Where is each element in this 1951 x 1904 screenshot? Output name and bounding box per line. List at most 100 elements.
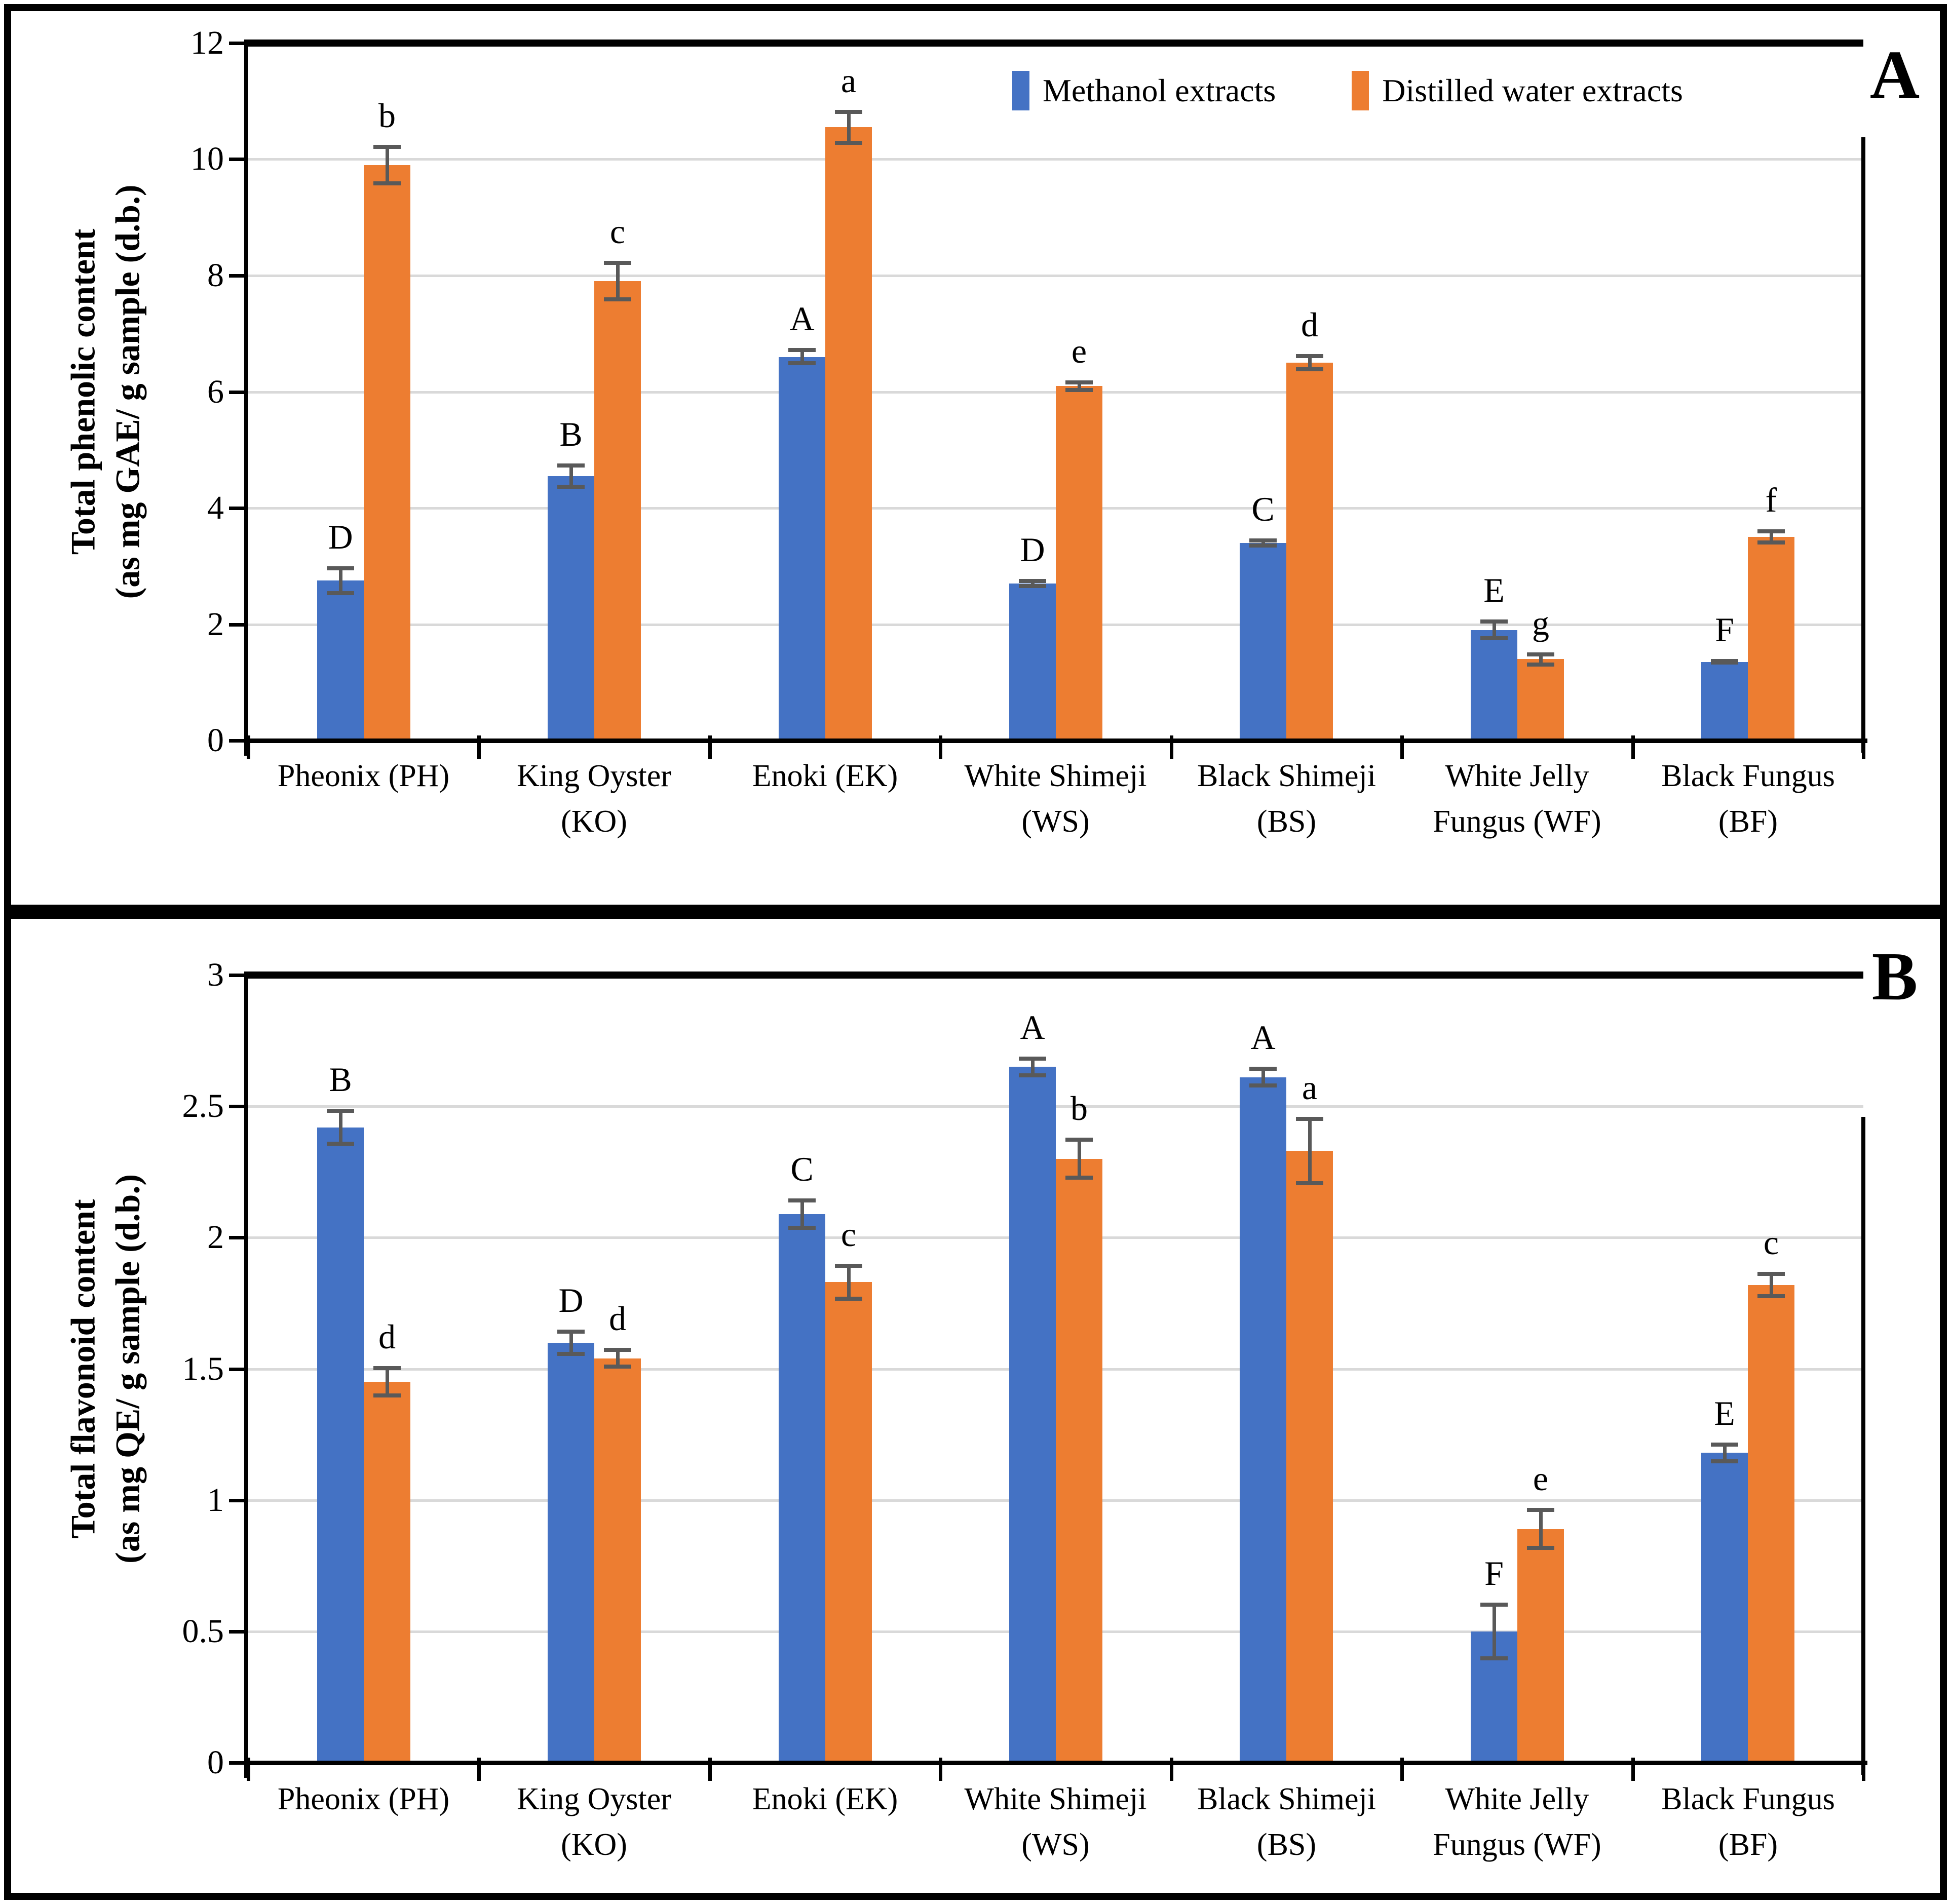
- error-whisker: [386, 1366, 389, 1397]
- legend: Methanol extracts Distilled water extrac…: [1012, 71, 1683, 110]
- error-bar-water-KO: [604, 1348, 631, 1369]
- bar-methanol-PH: [317, 1128, 364, 1763]
- significance-letter-water-WS: e: [1071, 332, 1087, 370]
- x-tick-b-4: [1170, 1758, 1173, 1781]
- error-whisker: [339, 566, 342, 595]
- panel-b-letter: B: [1871, 939, 1918, 1015]
- error-bar-methanol-EK: [788, 1198, 816, 1230]
- category-label-KO: King Oyster (KO): [469, 1777, 719, 1868]
- category-label-BS-line1: Black Shimeji: [1197, 1782, 1376, 1816]
- x-tick-b-0: [247, 1758, 250, 1781]
- y-tick-label-a-10: 10: [190, 140, 224, 177]
- bar-methanol-KO: [548, 1343, 594, 1763]
- bar-water-PH: [364, 1382, 410, 1763]
- error-bar-water-WS: [1065, 380, 1093, 392]
- gridline-a-8: [248, 275, 1863, 277]
- category-label-BS-line2: (BS): [1256, 1827, 1317, 1862]
- panel-b: Total flavonoid content (as mg QE/ g sam…: [0, 919, 1951, 1893]
- y-tick-a-0: [229, 739, 244, 743]
- y-tick-label-b-1: 1: [207, 1482, 224, 1519]
- category-label-PH-line1: Pheonix (PH): [277, 759, 450, 793]
- x-tick-a-2: [708, 735, 712, 759]
- error-whisker: [1493, 1603, 1496, 1660]
- category-label-WF-line1: White Jelly: [1445, 759, 1589, 793]
- error-whisker: [1078, 1138, 1081, 1180]
- error-whisker: [1539, 1508, 1543, 1550]
- x-tick-b-3: [939, 1758, 942, 1781]
- category-label-WS-line2: (WS): [1021, 804, 1090, 839]
- y-tick-label-a-12: 12: [190, 24, 224, 61]
- y-tick-label-b-0.5: 0.5: [182, 1613, 224, 1650]
- significance-letter-water-WF: e: [1533, 1459, 1549, 1498]
- bar-water-WS: [1056, 386, 1102, 741]
- significance-letter-methanol-PH: D: [328, 518, 353, 556]
- y-tick-label-b-1.5: 1.5: [182, 1350, 224, 1387]
- plot-right-border-b: [1861, 1117, 1865, 1775]
- y-tick-label-b-0: 0: [207, 1744, 224, 1781]
- category-label-BF-line1: Black Fungus: [1661, 759, 1835, 793]
- y-tick-b-2.5: [229, 1105, 244, 1108]
- error-whisker: [616, 1348, 620, 1369]
- category-label-KO-line1: King Oyster: [517, 759, 671, 793]
- error-whisker: [847, 110, 851, 145]
- category-label-PH-line1: Pheonix (PH): [277, 1782, 450, 1816]
- gridline-b-2.5: [248, 1105, 1863, 1108]
- bar-water-WF: [1517, 659, 1564, 741]
- significance-letter-methanol-BS: C: [1251, 490, 1275, 528]
- bar-methanol-WF: [1471, 630, 1517, 741]
- category-label-BS: Black Shimeji (BS): [1161, 754, 1412, 845]
- x-tick-a-5: [1400, 735, 1404, 759]
- methanol-swatch-icon: [1012, 71, 1029, 110]
- error-whisker: [1078, 380, 1081, 392]
- significance-letter-methanol-WS: A: [1020, 1008, 1045, 1046]
- category-label-BF-line2: (BF): [1718, 1827, 1778, 1862]
- bar-methanol-WS: [1009, 584, 1056, 741]
- category-label-EK: Enoki (EK): [700, 1777, 950, 1822]
- category-label-WF: White Jelly Fungus (WF): [1392, 1777, 1642, 1868]
- y-tick-b-1.5: [229, 1368, 244, 1371]
- error-bar-methanol-EK: [788, 348, 816, 365]
- significance-letter-methanol-BF: E: [1714, 1394, 1735, 1432]
- legend-item-methanol: Methanol extracts: [1012, 71, 1276, 110]
- error-whisker: [800, 348, 804, 365]
- significance-letter-water-BF: c: [1763, 1223, 1779, 1262]
- plot-top-border-a: [244, 40, 1863, 47]
- bar-methanol-BF: [1701, 662, 1748, 741]
- significance-letter-methanol-EK: A: [789, 299, 815, 338]
- error-bar-methanol-KO: [557, 1330, 585, 1356]
- category-label-KO-line2: (KO): [561, 804, 627, 839]
- error-bar-water-EK: [835, 1264, 862, 1301]
- x-tick-a-4: [1170, 735, 1173, 759]
- significance-letter-water-WF: g: [1532, 604, 1549, 642]
- category-label-BF-line1: Black Fungus: [1661, 1782, 1835, 1816]
- category-label-WS: White Shimeji (WS): [930, 1777, 1181, 1868]
- figure-border: [4, 4, 1947, 1900]
- significance-letter-water-EK: a: [840, 61, 857, 100]
- x-axis-line-a: [244, 739, 1867, 743]
- error-bar-methanol-PH: [327, 1109, 354, 1146]
- y-tick-label-a-6: 6: [207, 373, 224, 410]
- error-bar-methanol-BF: [1711, 1443, 1738, 1463]
- bar-water-EK: [825, 127, 872, 741]
- y-tick-label-a-8: 8: [207, 257, 224, 294]
- significance-letter-methanol-KO: B: [559, 415, 583, 453]
- error-whisker: [1723, 659, 1727, 665]
- error-bar-methanol-BS: [1249, 1067, 1277, 1087]
- category-label-WF: White Jelly Fungus (WF): [1392, 754, 1642, 845]
- significance-letter-methanol-WF: F: [1484, 1554, 1504, 1592]
- significance-letter-water-PH: d: [378, 1317, 396, 1356]
- category-label-BS-line2: (BS): [1256, 804, 1317, 839]
- x-tick-a-6: [1631, 735, 1635, 759]
- x-tick-a-1: [477, 735, 481, 759]
- significance-letter-water-KO: d: [609, 1299, 626, 1338]
- y-tick-a-6: [229, 391, 244, 394]
- y-tick-b-2: [229, 1236, 244, 1239]
- category-label-BF: Black Fungus (BF): [1623, 1777, 1873, 1868]
- significance-letter-methanol-BF: F: [1715, 610, 1734, 649]
- error-whisker: [1493, 619, 1496, 640]
- significance-letter-water-EK: c: [840, 1215, 857, 1254]
- y-tick-label-b-2.5: 2.5: [182, 1087, 224, 1124]
- significance-letter-water-BS: d: [1301, 305, 1318, 344]
- significance-letter-water-PH: b: [378, 96, 396, 135]
- error-bar-water-PH: [373, 1366, 401, 1397]
